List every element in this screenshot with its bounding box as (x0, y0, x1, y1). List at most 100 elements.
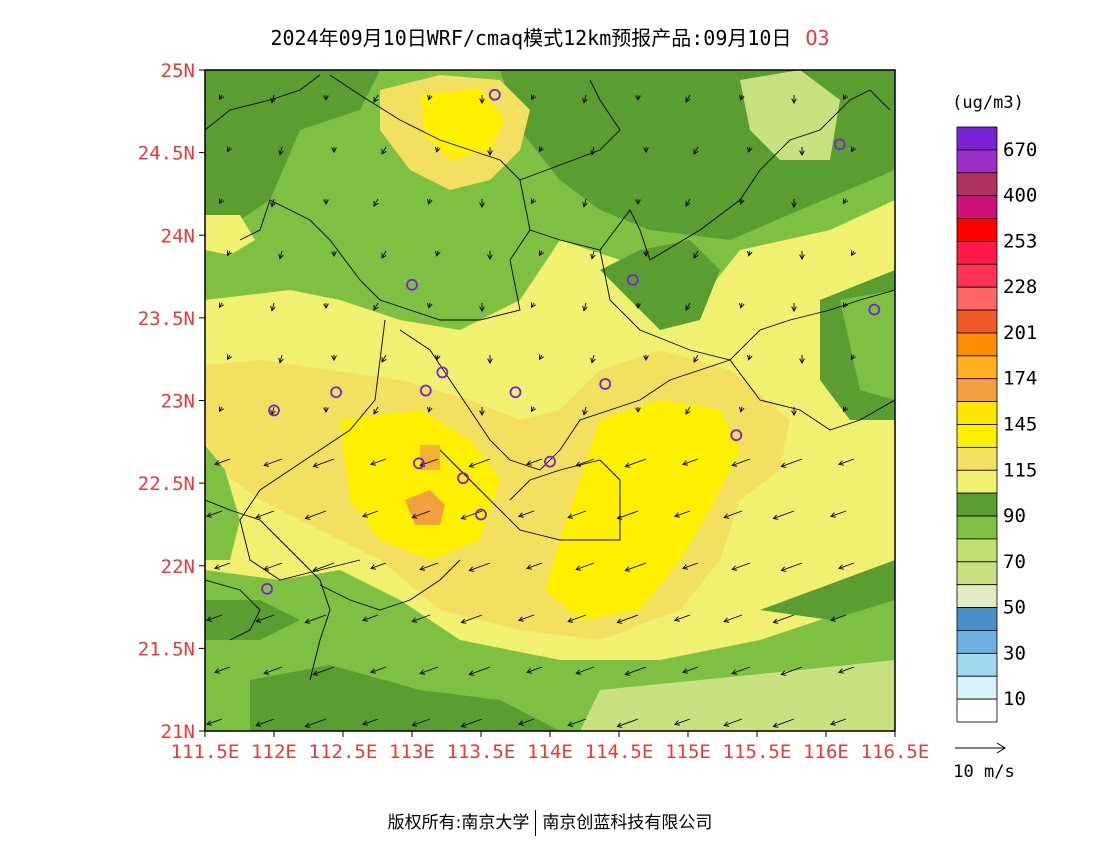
wind-arrow-head (460, 514, 467, 520)
wind-arrow-head (479, 306, 485, 312)
wind-arrow (693, 250, 699, 259)
wind-arrow (461, 510, 483, 519)
wind-arrow-head (582, 305, 588, 312)
wind-arrow-head (838, 668, 844, 674)
station-marker (868, 303, 881, 316)
colorbar-label: 90 (1003, 505, 1026, 527)
wind-arrow-head (635, 303, 641, 309)
wind-arrow-head (479, 202, 485, 208)
wind-arrow-head (575, 461, 582, 467)
wind-arrow-head (674, 720, 680, 726)
wind-arrow-head (373, 200, 379, 207)
colorbar-swatch (956, 630, 998, 654)
wind-arrow (271, 94, 275, 103)
wind-arrow (625, 666, 647, 675)
colorbar-swatch (956, 561, 998, 586)
wind-arrow-head (373, 408, 379, 415)
wind-arrow (723, 718, 743, 726)
wind-arrow-head (747, 354, 753, 361)
wind-arrow-head (331, 355, 337, 361)
wind-arrow-head (747, 146, 753, 153)
lat-tick-label: 23.5N (138, 308, 195, 330)
wind-arrow (674, 614, 691, 621)
wind-arrow-head (739, 302, 745, 309)
wind-arrow-head (304, 722, 311, 728)
wind-arrow-head (772, 722, 779, 728)
wind-arrow (838, 666, 855, 673)
colorbar-swatch (956, 492, 998, 517)
colorbar-swatch (956, 446, 998, 471)
wind-arrow (381, 354, 387, 363)
concentration-field (205, 70, 895, 731)
lon-tick-label: 113.5E (447, 741, 516, 763)
wind-arrow-head (739, 406, 745, 413)
wind-arrow-head (323, 407, 329, 413)
wind-arrow-head (468, 566, 475, 572)
colorbar-swatch (956, 698, 998, 723)
wind-arrow-head (362, 512, 368, 518)
colorbar-swatch (956, 424, 998, 448)
wind-arrow-head (590, 357, 596, 364)
station-marker (436, 366, 449, 379)
station-marker (599, 378, 612, 390)
wind-arrow-head (693, 148, 699, 155)
wind-arrow (591, 354, 595, 363)
wind-arrow-head (373, 96, 379, 103)
wind-arrow (411, 718, 431, 726)
wind-legend: 10 m/s (953, 742, 1015, 782)
wind-arrow-head (278, 253, 284, 260)
wind-arrow-head (468, 462, 475, 468)
wind-arrow (781, 458, 803, 467)
colorbar-swatch (956, 332, 998, 357)
wind-arrow-head (331, 251, 337, 257)
colorbar-label: 70 (1003, 551, 1026, 573)
wind-arrow-head (227, 354, 233, 361)
colorbar-swatch (956, 584, 998, 608)
wind-arrow-head (843, 94, 849, 101)
wind-arrow (214, 666, 231, 673)
colorbar-swatch (956, 401, 998, 425)
monitoring-stations (261, 88, 881, 595)
wind-arrow-head (362, 616, 368, 622)
wind-arrow-head (362, 720, 368, 726)
lon-tick-label: 116.5E (861, 741, 930, 763)
wind-arrow (370, 666, 387, 673)
wind-arrow (305, 614, 327, 623)
wind-arrow (685, 94, 691, 103)
wind-arrow (526, 458, 543, 465)
colorbar-label: 50 (1003, 597, 1026, 619)
wind-arrow-head (791, 202, 797, 208)
wind-arrow (781, 562, 803, 571)
wind-arrow (682, 458, 699, 465)
wind-arrow-head (487, 254, 493, 260)
lat-tick-label: 22N (161, 556, 195, 578)
wind-arrow-head (381, 356, 387, 363)
wind-arrow-head (323, 303, 329, 309)
wind-arrow-head (843, 198, 849, 205)
wind-arrow-head (487, 358, 493, 364)
wind-arrow-head (460, 722, 467, 728)
longitude-axis: 111.5E 112E 112.5E 113E 113.5E 114E 114.5E 115E… (171, 731, 930, 763)
colorbar-label: 10 (1003, 688, 1026, 710)
wind-arrow-head (435, 354, 441, 361)
wind-arrow-head (624, 670, 631, 676)
wind-arrow-head (780, 566, 787, 572)
wind-arrow (723, 510, 743, 518)
wind-arrow (362, 718, 379, 725)
wind-arrow (617, 718, 639, 727)
wind-arrow-head (214, 668, 220, 674)
wind-arrow-head (312, 566, 319, 572)
wind-arrow (373, 302, 379, 311)
wind-arrow (567, 510, 587, 518)
wind-arrow (263, 562, 283, 570)
colorbar-swatch (956, 515, 998, 540)
wind-arrow-head (460, 618, 467, 624)
wind-arrow-head (843, 302, 849, 309)
wind-arrow (370, 562, 387, 569)
wind-arrow-head (685, 408, 691, 415)
station-marker (730, 429, 743, 442)
wind-arrow (575, 666, 595, 674)
wind-arrow-head (567, 721, 574, 727)
title-main: 2024年09月10日WRF/cmaq模式12km预报产品:09月10日 (270, 26, 792, 50)
